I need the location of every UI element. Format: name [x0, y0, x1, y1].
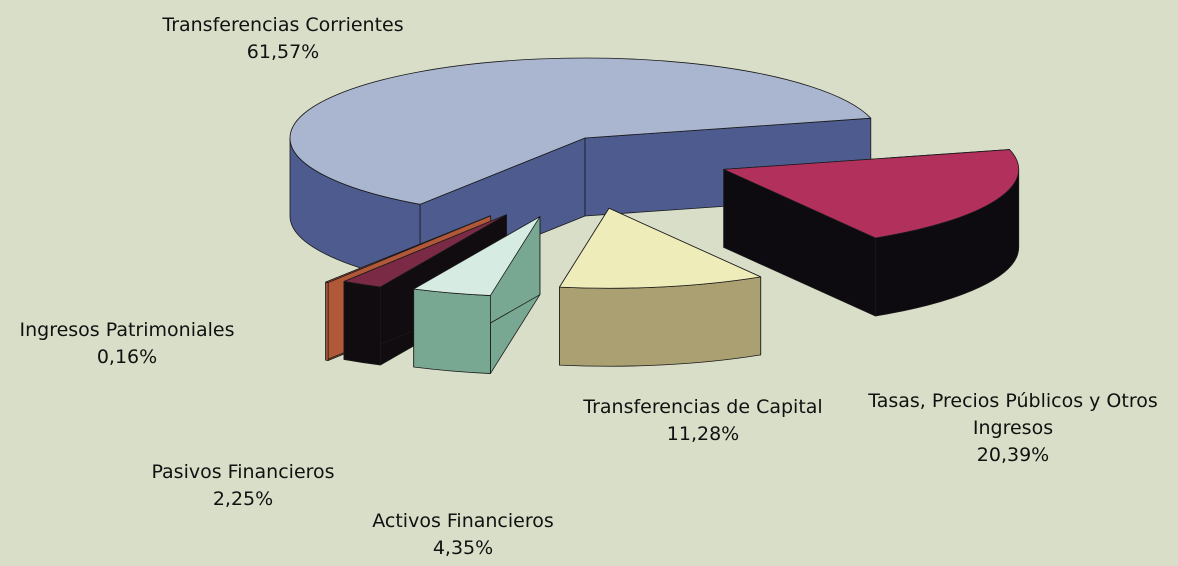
slice-name: Transferencias de Capital — [583, 396, 823, 418]
slice-name: Transferencias Corrientes — [162, 14, 404, 36]
slice-wall — [325, 281, 329, 361]
slice-name: Pasivos Financieros — [151, 461, 335, 483]
slice-value: 4,35% — [432, 537, 494, 559]
slice-value: 61,57% — [246, 41, 320, 63]
slice-label: Activos Financieros 4,35% — [313, 508, 613, 562]
slice-name: Activos Financieros — [372, 510, 554, 532]
slice-value: 2,25% — [212, 488, 274, 510]
slice-name: Tasas, Precios Públicos y Otros Ingresos — [868, 390, 1158, 439]
slice-top — [325, 215, 492, 283]
slice-top — [413, 216, 541, 296]
slice-value: 11,28% — [666, 423, 740, 445]
slice-value: 20,39% — [976, 444, 1050, 466]
slice-label: Ingresos Patrimoniales 0,16% — [0, 317, 277, 371]
slice-label: Transferencias Corrientes 61,57% — [83, 12, 483, 66]
slice-top — [289, 57, 872, 205]
slice-wall — [343, 281, 381, 366]
slice-label: Pasivos Financieros 2,25% — [93, 459, 393, 513]
slice-label: Transferencias de Capital 11,28% — [553, 394, 853, 448]
slice-name: Ingresos Patrimoniales — [19, 319, 235, 341]
slice-top — [343, 214, 507, 288]
slice-label: Tasas, Precios Públicos y Otros Ingresos… — [848, 388, 1178, 469]
slice-wall — [413, 288, 491, 374]
slice-top — [559, 207, 762, 289]
slice-top — [723, 149, 1020, 239]
slice-wall — [559, 276, 762, 367]
slice-value: 0,16% — [96, 346, 158, 368]
